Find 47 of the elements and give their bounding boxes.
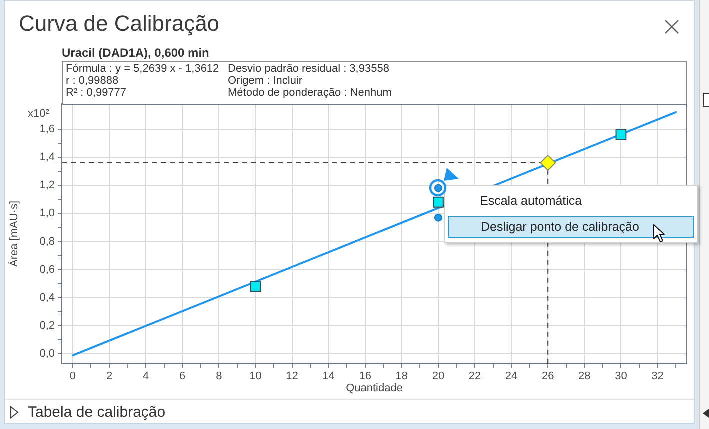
text: R² : 0,99777 (66, 87, 127, 99)
annotation: Desligar ponto de calibração (481, 220, 640, 235)
x-tick-label: 24 (505, 370, 518, 383)
x-tick-label: 32 (652, 370, 664, 383)
chart-subtitle: Uracil (DAD1A), 0,600 min (62, 46, 210, 60)
x-tick-label: 30 (615, 370, 628, 383)
point (433, 196, 444, 208)
x-axis-title: Quantidade (346, 382, 403, 394)
y-tick-label: 1,6 (40, 123, 55, 136)
context-menu: Escala automática Desligar ponto de calibração (444, 185, 698, 243)
y-axis-title: Área [mAU·s] (8, 200, 21, 268)
y-tick-label: 1,4 (40, 151, 55, 164)
chart-title: Curva de Calibração (19, 11, 220, 36)
x-tick-label: 12 (286, 370, 298, 383)
x-tick-label: 4 (143, 370, 150, 383)
point (434, 214, 442, 222)
x-tick-label: 16 (359, 370, 372, 383)
y-tick-label: 0,6 (40, 264, 55, 276)
x-tick-label: 10 (250, 370, 262, 383)
text: r : 0,99888 (66, 75, 119, 87)
text: Método de ponderação : Nenhum (228, 87, 392, 99)
y-tick-label: 0,0 (40, 348, 55, 360)
text: Tabela de calibração (28, 404, 166, 421)
point (540, 155, 556, 172)
text: Desvio padrão residual : 3,93558 (228, 63, 390, 75)
x-tick-label: 0 (70, 370, 76, 383)
x-tick-label: 20 (432, 370, 445, 383)
point (616, 129, 627, 140)
y-tick-label: 0,8 (40, 236, 55, 248)
point (250, 281, 262, 292)
x-tick-label: 18 (396, 370, 408, 383)
x-tick-label: 26 (542, 370, 554, 383)
y-tick-label: 1,2 (40, 180, 55, 192)
x-tick-label: 28 (578, 370, 591, 383)
y-tick-label: 0,2 (40, 320, 55, 332)
text: Origem : Incluir (228, 75, 303, 87)
x-tick-label: 6 (180, 370, 186, 383)
x-tick-label: 14 (322, 370, 335, 383)
y-tick-label: 0,4 (40, 292, 55, 304)
annotation: Escala automática (480, 194, 582, 209)
selected-menu-item: Desligar ponto de calibração (448, 216, 694, 238)
text: x10² (28, 108, 50, 120)
text: Fórmula : y = 5,2639 x - 1,3612 (66, 63, 220, 75)
y-tick-label: 1,0 (40, 208, 55, 220)
x-tick-label: 8 (216, 370, 222, 383)
x-tick-label: 22 (468, 370, 482, 383)
x-tick-label: 2 (106, 370, 113, 383)
